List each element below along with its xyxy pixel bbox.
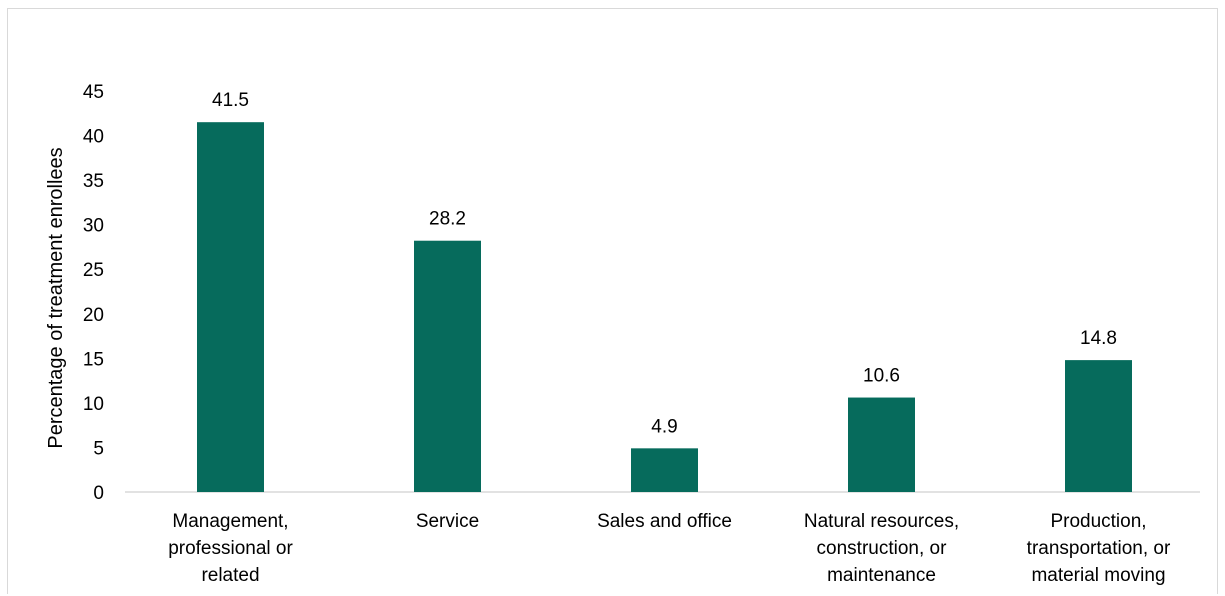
bar — [414, 240, 481, 492]
data-label: 28.2 — [429, 209, 466, 230]
y-tick-label: 45 — [83, 82, 104, 103]
x-category-label-line: Sales and office — [597, 511, 732, 532]
x-category-label-line: maintenance — [827, 565, 936, 586]
y-tick-label: 30 — [83, 216, 104, 237]
x-category-label-line: Natural resources, — [804, 511, 959, 532]
y-tick-label: 20 — [83, 305, 104, 326]
bar — [1065, 360, 1132, 492]
x-category-label-line: Service — [416, 511, 479, 532]
chart-frame — [7, 8, 1218, 594]
x-category-label-line: Production, — [1050, 511, 1146, 532]
data-label: 10.6 — [863, 366, 900, 387]
x-category-label-line: Management, — [172, 511, 288, 532]
data-label: 4.9 — [651, 416, 677, 437]
data-label: 14.8 — [1080, 328, 1117, 349]
category-labels: Management, professional or related Service… — [168, 511, 1171, 586]
y-tick-label: 40 — [83, 127, 104, 148]
x-category-label-line: transportation, or — [1027, 538, 1171, 559]
y-tick-label: 5 — [93, 438, 104, 459]
x-category-label: Sales and office — [597, 511, 732, 532]
y-tick-label: 25 — [83, 260, 104, 281]
bar — [631, 448, 698, 492]
data-labels: 41.5 28.2 4.9 10.6 14.8 — [212, 90, 1117, 437]
x-category-label: Production, transportation, or material mo… — [1027, 511, 1171, 586]
bar — [848, 397, 915, 492]
x-category-label-line: material moving — [1031, 565, 1165, 586]
y-axis-ticks: 0 5 10 15 20 25 30 35 40 45 — [83, 82, 104, 504]
x-category-label-line: related — [201, 565, 259, 586]
x-category-label: Management, professional or related — [168, 511, 293, 586]
x-category-label-line: professional or — [168, 538, 293, 559]
bar — [197, 122, 264, 492]
y-tick-label: 35 — [83, 171, 104, 192]
x-category-label-line: construction, or — [817, 538, 948, 559]
x-category-label: Service — [416, 511, 479, 532]
y-tick-label: 15 — [83, 349, 104, 370]
y-tick-label: 0 — [93, 483, 104, 504]
y-axis-title: Percentage of treatment enrollees — [45, 147, 67, 448]
data-label: 41.5 — [212, 90, 249, 111]
bars — [197, 122, 1132, 492]
x-category-label: Natural resources, construction, or mainte… — [804, 511, 959, 586]
y-tick-label: 10 — [83, 394, 104, 415]
